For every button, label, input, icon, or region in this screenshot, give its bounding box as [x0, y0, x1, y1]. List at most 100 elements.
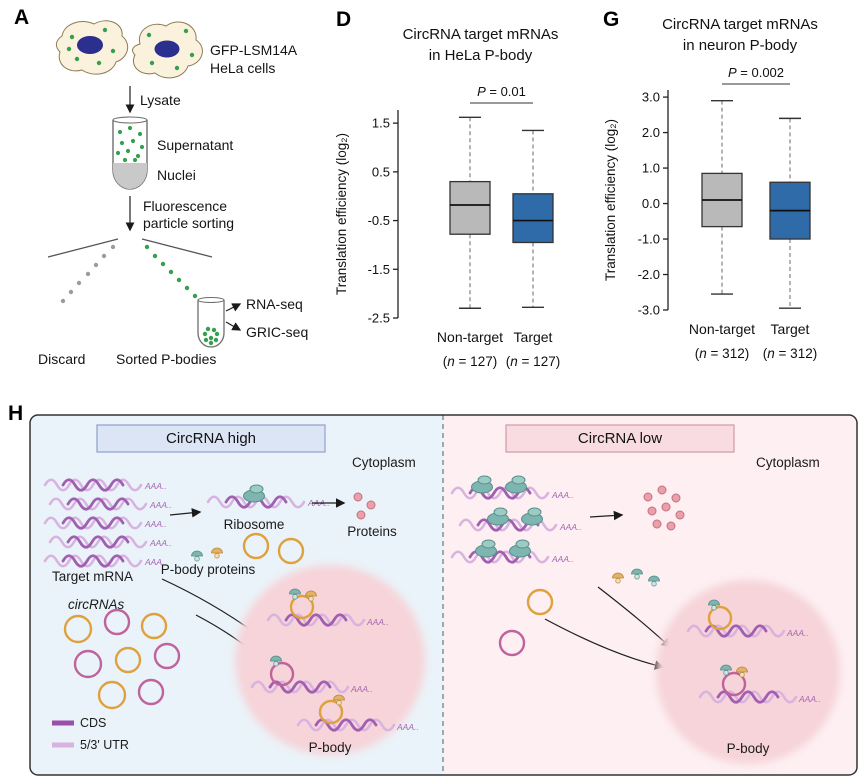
panel-a-label: A — [14, 6, 30, 29]
discard-stream — [60, 244, 116, 304]
pbody-left — [235, 565, 425, 755]
nucleus — [154, 40, 180, 58]
y-tick-label: 2.0 — [642, 125, 660, 140]
p-value-label: P = 0.01 — [477, 84, 526, 99]
y-tick-label: 1.5 — [372, 116, 390, 131]
to-pbody-arrow — [544, 618, 665, 670]
hela-cells — [55, 20, 203, 79]
panel-a-graphic: GFP-LSM14A HeLa cells Lysate Supernatant… — [38, 20, 308, 367]
aaa-tail: AAA.. — [149, 538, 172, 548]
sorting-deflectors — [47, 238, 213, 258]
aaa-tail: AAA.. — [144, 519, 167, 529]
panel-h-border — [29, 414, 858, 776]
circrna-icon — [277, 537, 305, 565]
panel-g-boxplot: P = 0.002 3.0 2.0 1.0 0.0 -1.0 -2.0 -3.0 Transla… — [603, 65, 817, 361]
title-line: CircRNA target mRNAs — [662, 16, 818, 33]
pbody-label-left: P-body — [309, 740, 352, 755]
panel-g-label: G — [603, 8, 620, 31]
cells-label-line1: GFP-LSM14A — [210, 42, 298, 58]
n-label: (n = 312) — [763, 346, 817, 361]
proteins-label: Proteins — [347, 524, 397, 539]
y-tick-label: 0.0 — [642, 196, 660, 211]
y-tick-label: 0.5 — [372, 164, 390, 179]
group-label: Target — [514, 329, 553, 345]
sorted-pbodies-cluster — [202, 326, 220, 346]
group-label: Non-target — [689, 321, 755, 337]
discard-label: Discard — [38, 351, 85, 367]
panel-d-boxplot: P = 0.01 1.5 0.5 -0.5 -1.5 -2.5 Translation ef… — [334, 84, 560, 369]
aaa-tail: AAA.. — [551, 554, 574, 564]
pbody-complex: AAA.. — [698, 664, 821, 704]
target-mrna-label: Target mRNA — [52, 569, 133, 584]
aaa-tail: AAA.. — [559, 522, 582, 532]
y-tick-label: -2.0 — [638, 267, 660, 282]
title-line: in neuron P-body — [682, 37, 798, 54]
protein-output-arrow — [589, 510, 624, 521]
pbody-proteins-label: P-body proteins — [161, 562, 256, 577]
circrna-icon — [498, 629, 526, 657]
gfp-foci — [66, 27, 116, 66]
n-label: (n = 312) — [695, 346, 749, 361]
pbody-complex: AAA.. — [686, 599, 809, 638]
gric-seq-label: GRIC-seq — [246, 324, 308, 340]
sorting-label-line1: Fluorescence — [143, 198, 227, 214]
n-label: (n = 127) — [506, 354, 560, 369]
y-axis-title: Translation efficiency (log₂) — [603, 119, 618, 281]
y-tick-label: 1.0 — [642, 161, 660, 176]
aaa-tail: AAA.. — [144, 481, 167, 491]
nuclei-pellet — [113, 163, 147, 189]
pbody-complex: AAA.. — [296, 694, 419, 732]
gric-seq-arrow — [225, 321, 242, 331]
circrna-icon — [526, 588, 554, 616]
aaa-tail: AAA.. — [396, 722, 419, 732]
nucleus — [77, 36, 103, 54]
nuclei-label: Nuclei — [157, 167, 196, 183]
panel-g-title: CircRNA target mRNAs in neuron P-body — [625, 14, 855, 56]
aaa-tail: AAA.. — [149, 500, 172, 510]
panel-d-title: CircRNA target mRNAs in HeLa P-body — [368, 24, 593, 66]
translation-arrow — [169, 508, 202, 518]
sorted-pbodies-label: Sorted P-bodies — [116, 351, 216, 367]
aaa-tail: AAA.. — [366, 617, 389, 627]
cds-legend-label: CDS — [80, 716, 106, 730]
pbody-complex: AAA.. — [266, 588, 389, 627]
aaa-tail: AAA.. — [798, 694, 821, 704]
pbody-complex: AAA.. — [250, 655, 373, 694]
circrna-icon — [242, 532, 270, 560]
aaa-tail: AAA.. — [350, 684, 373, 694]
circrna-cluster — [63, 608, 181, 710]
circrnas-label: circRNAs — [68, 597, 124, 612]
pbody-label-right: P-body — [727, 741, 770, 756]
circrna-high-label: CircRNA high — [166, 430, 256, 447]
aaa-tail: AAA.. — [551, 490, 574, 500]
aaa-tail: AAA.. — [144, 557, 167, 567]
y-tick-label: -1.5 — [368, 262, 390, 277]
n-label: (n = 127) — [443, 354, 497, 369]
lysate-label: Lysate — [140, 92, 181, 108]
y-tick-label: -2.5 — [368, 311, 390, 326]
polysome-strands: AAA.. AAA.. AAA.. — [450, 475, 582, 564]
panel-d-label: D — [336, 8, 352, 31]
panel-h-label: H — [8, 402, 24, 425]
cytoplasm-label-left: Cytoplasm — [352, 455, 416, 470]
group-label: Target — [771, 321, 810, 337]
sorted-stream — [144, 244, 198, 299]
pbody-right — [656, 580, 840, 764]
circrna-low-label: CircRNA low — [578, 430, 662, 447]
rna-seq-label: RNA-seq — [246, 296, 303, 312]
circrna-high-badge — [96, 424, 326, 453]
supernatant-label: Supernatant — [157, 137, 233, 153]
y-tick-label: 3.0 — [642, 90, 660, 105]
y-tick-label: -3.0 — [638, 303, 660, 318]
ribosome-label: Ribosome — [224, 517, 285, 532]
y-tick-label: -1.0 — [638, 232, 660, 247]
box-non-target — [449, 180, 491, 235]
y-tick-label: -0.5 — [368, 213, 390, 228]
title-line: CircRNA target mRNAs — [402, 26, 559, 43]
y-axis-title: Translation efficiency (log₂) — [334, 133, 349, 295]
legend: CDS 5/3' UTR — [52, 716, 129, 752]
box-target — [512, 193, 554, 244]
cytoplasm-label-right: Cytoplasm — [756, 455, 820, 470]
circrna-low-badge — [505, 424, 735, 453]
